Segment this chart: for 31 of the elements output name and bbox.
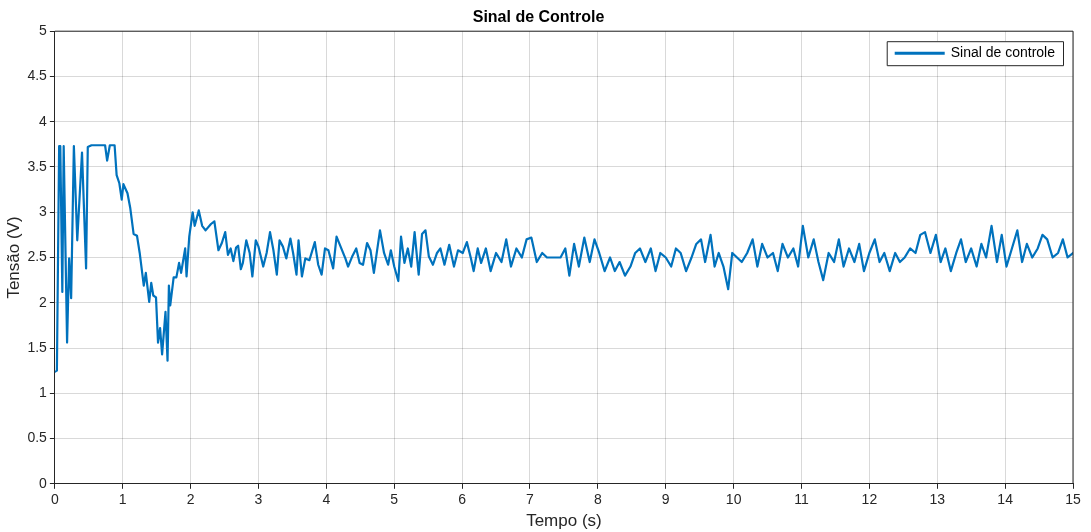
x-tick-label: 12 [861, 491, 878, 508]
x-tick-label: 6 [458, 491, 467, 508]
y-axis-title: Tensão (V) [3, 216, 23, 299]
y-tick-label: 1.5 [27, 338, 48, 355]
x-tick-label: 15 [1065, 491, 1081, 508]
x-tick-label: 1 [118, 491, 127, 508]
x-tick-label: 13 [929, 491, 946, 508]
x-tick-label: 10 [725, 491, 742, 508]
y-tick-label: 4.5 [27, 67, 48, 84]
x-tick-label: 9 [661, 491, 670, 508]
x-tick-label: 8 [593, 491, 602, 508]
y-tick-label: 5 [39, 22, 48, 39]
y-tick-label: 2.5 [27, 248, 48, 265]
legend-label: Sinal de controle [950, 44, 1056, 61]
y-tick-label: 3.5 [27, 157, 48, 174]
y-tick-label: 2 [39, 293, 48, 310]
y-tick-label: 0 [39, 474, 48, 491]
x-axis-title: Tempo (s) [526, 511, 602, 531]
chart-title: Sinal de Controle [472, 8, 605, 26]
x-tick-label: 2 [186, 491, 195, 508]
y-tick-label: 3 [39, 203, 48, 220]
y-tick-label: 0.5 [27, 429, 48, 446]
x-tick-label: 0 [50, 491, 59, 508]
y-tick-label: 1 [39, 384, 48, 401]
x-tick-label: 3 [254, 491, 263, 508]
y-tick-label: 4 [39, 112, 48, 129]
x-tick-label: 4 [322, 491, 331, 508]
x-tick-label: 11 [794, 491, 809, 508]
x-tick-label: 7 [526, 491, 535, 508]
x-tick-label: 14 [997, 491, 1014, 508]
x-tick-label: 5 [390, 491, 399, 508]
